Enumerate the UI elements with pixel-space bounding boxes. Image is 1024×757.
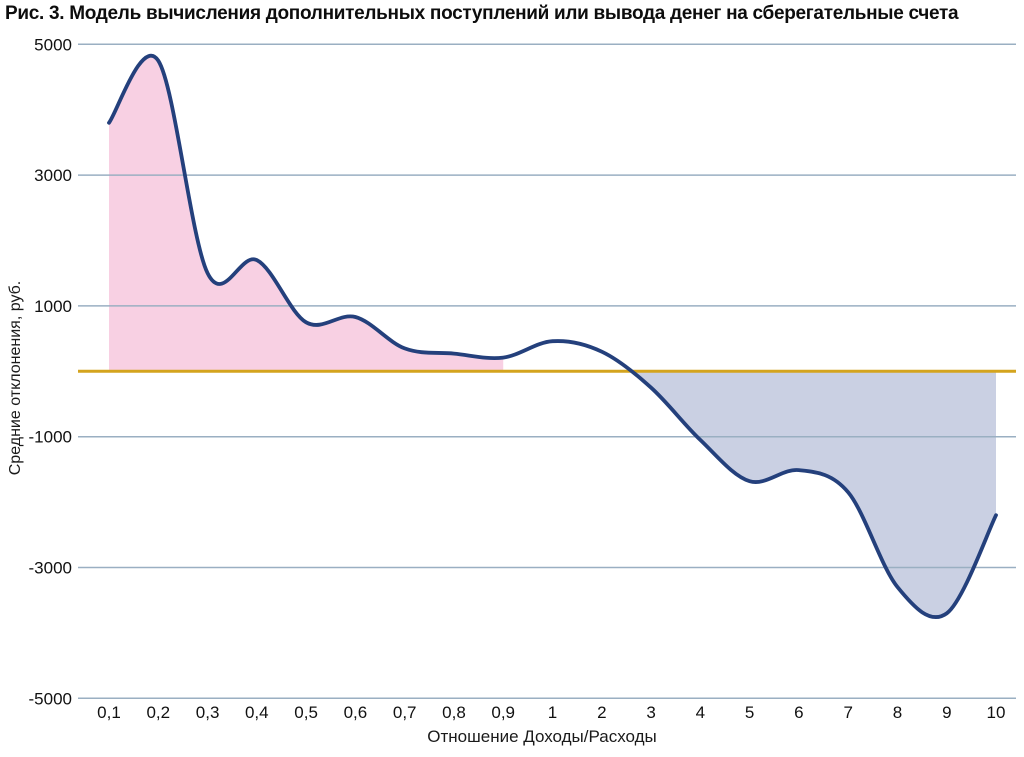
x-tick-label: 8: [893, 703, 902, 722]
y-tick-label: 1000: [34, 297, 72, 316]
negative-blue-area: [503, 371, 996, 618]
x-tick-label: 0,7: [393, 703, 417, 722]
x-tick-label: 2: [597, 703, 606, 722]
x-axis-title: Отношение Доходы/Расходы: [427, 727, 657, 746]
y-tick-label: -3000: [29, 559, 72, 578]
chart-title: Рис. 3. Модель вычисления дополнительных…: [5, 3, 959, 24]
x-tick-label: 0,9: [491, 703, 515, 722]
positive-pink-area: [109, 55, 504, 372]
series-line: [107, 53, 998, 620]
x-tick-label: 0,5: [294, 703, 318, 722]
x-tick-label: 0,4: [245, 703, 269, 722]
x-tick-label: 0,3: [196, 703, 220, 722]
x-tick-label: 0,2: [146, 703, 170, 722]
x-tick-label: 0,6: [344, 703, 368, 722]
x-tick-label: 3: [646, 703, 655, 722]
y-tick-label: -5000: [29, 689, 72, 708]
x-tick-label: 7: [843, 703, 852, 722]
x-tick-label: 0,1: [97, 703, 121, 722]
y-tick-label: 3000: [34, 166, 72, 185]
x-tick-label: 10: [987, 703, 1006, 722]
x-tick-label: 1: [548, 703, 557, 722]
x-tick-label: 5: [745, 703, 754, 722]
x-tick-label: 0,8: [442, 703, 466, 722]
x-tick-label: 4: [696, 703, 705, 722]
y-tick-label: -1000: [29, 428, 72, 447]
x-tick-label: 9: [942, 703, 951, 722]
y-tick-label: 5000: [34, 35, 72, 54]
x-tick-label: 6: [794, 703, 803, 722]
